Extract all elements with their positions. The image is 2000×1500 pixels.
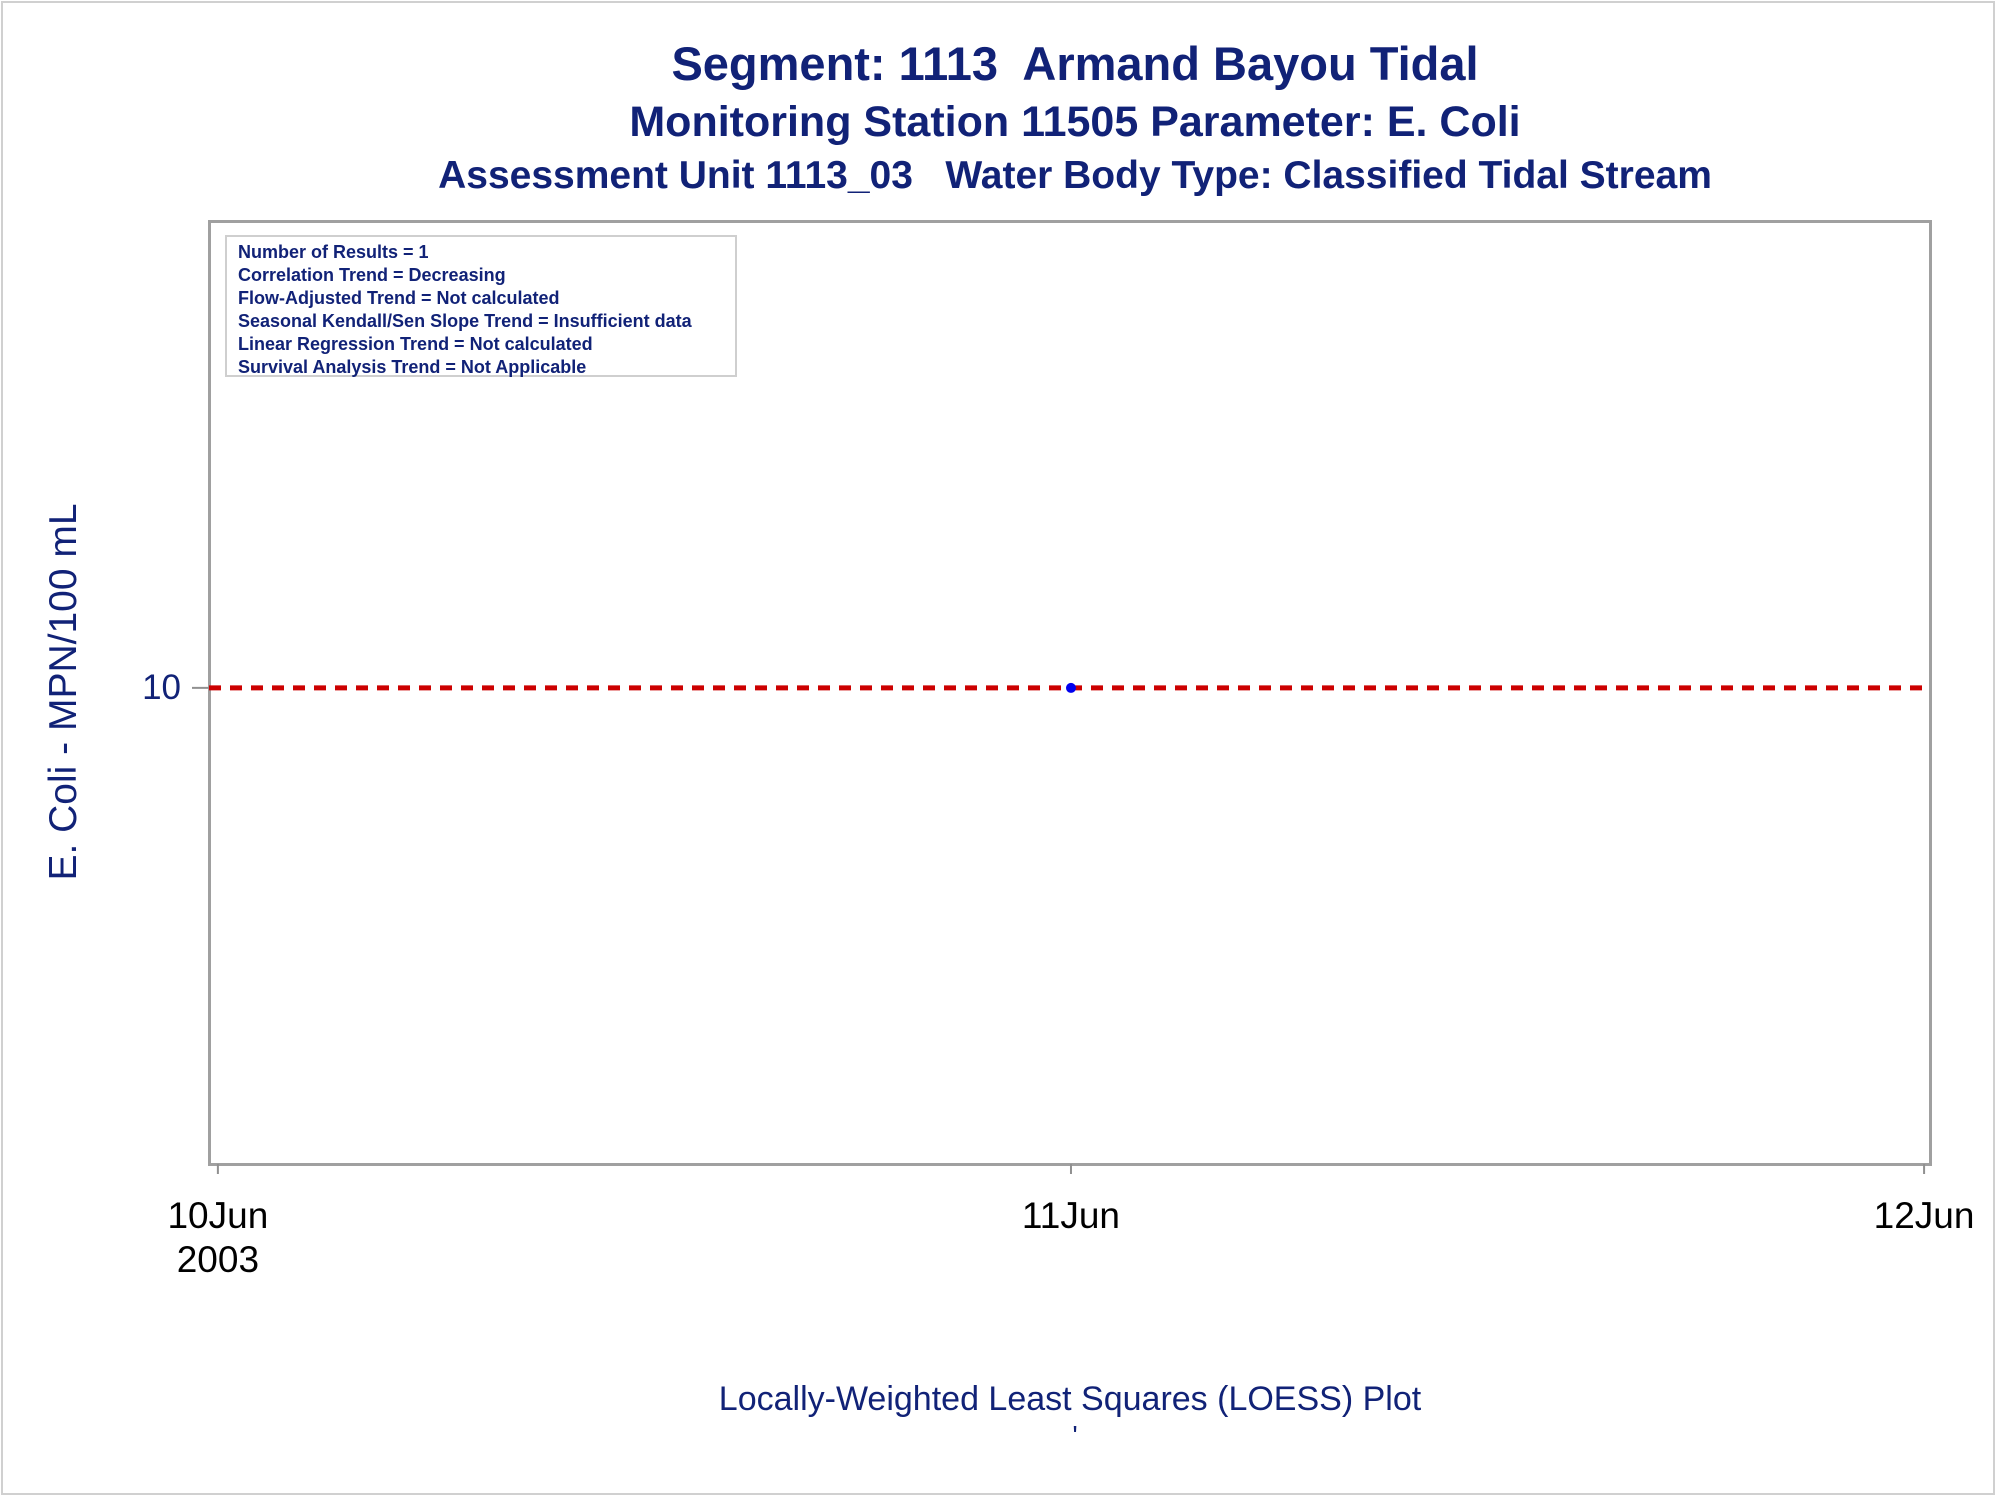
chart-subtitle: Monitoring Station 11505 Parameter: E. C…: [629, 98, 1521, 146]
chart-subtitle-2: Assessment Unit 1113_03 Water Body Type:…: [438, 154, 1712, 197]
data-point: [1065, 682, 1076, 693]
stats-line: Flow-Adjusted Trend = Not calculated: [238, 288, 560, 308]
stats-inset: Number of Results = 1 Correlation Trend …: [225, 235, 737, 377]
stats-line: Survival Analysis Trend = Not Applicable: [238, 357, 587, 377]
x-tick-label-date: 11Jun: [1021, 1195, 1121, 1236]
x-tick-label-date: 10Jun: [167, 1195, 269, 1236]
stats-line: Linear Regression Trend = Not calculated: [238, 334, 593, 354]
stats-line: Seasonal Kendall/Sen Slope Trend = Insuf…: [238, 311, 692, 331]
x-tick-label-year: 2003: [176, 1239, 260, 1280]
footnote-mark: ': [1072, 1420, 1078, 1451]
chart-title: Segment: 1113 Armand Bayou Tidal: [671, 37, 1479, 90]
stats-line: Number of Results = 1: [238, 242, 429, 262]
y-axis-label: E. Coli - MPN/100 mL: [42, 503, 85, 881]
x-tick-label: 10Jun 2003: [167, 1194, 268, 1282]
x-tick-label: 12Jun: [1874, 1194, 1975, 1238]
stats-line: Correlation Trend = Decreasing: [238, 265, 506, 285]
chart-footnote: Locally-Weighted Least Squares (LOESS) P…: [718, 1380, 1422, 1418]
x-tick-label: 11Jun: [1022, 1194, 1120, 1238]
x-tick-label-date: 12Jun: [1873, 1195, 1975, 1236]
y-tick-label: 10: [142, 667, 181, 707]
